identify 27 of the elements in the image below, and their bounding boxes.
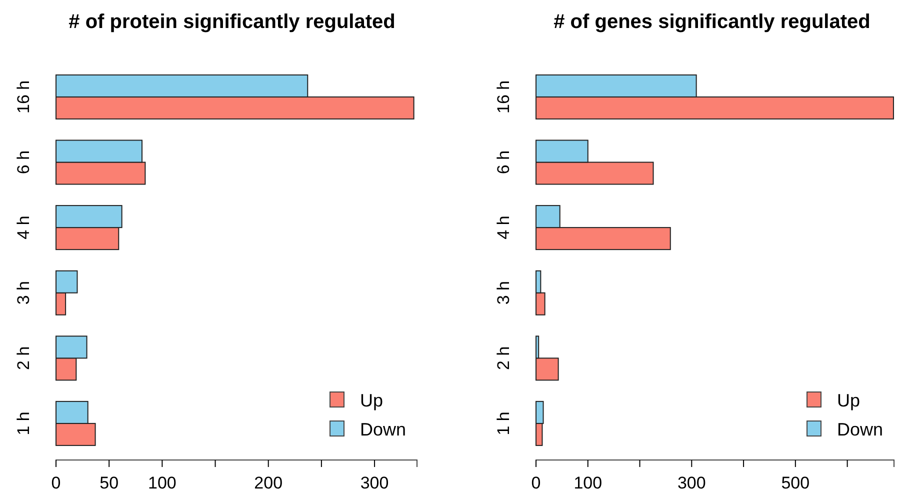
x-tick-label: 500: [781, 474, 810, 493]
y-tick-label: 2 h: [494, 346, 513, 370]
y-tick-label: 1 h: [494, 412, 513, 436]
legend-label: Down: [837, 419, 884, 440]
x-tick-label: 100: [574, 474, 602, 493]
y-tick-label: 6 h: [494, 150, 513, 174]
x-tick-label: 100: [148, 474, 176, 493]
y-tick-label: 6 h: [14, 150, 33, 174]
y-tick-label: 4 h: [494, 216, 513, 240]
y-tick-label: 3 h: [14, 281, 33, 305]
legend-label: Up: [360, 390, 384, 410]
x-tick-label: 0: [51, 474, 61, 493]
y-tick-label: 3 h: [494, 281, 513, 305]
legend-label: Down: [360, 419, 406, 440]
y-tick-label: 16 h: [494, 80, 513, 114]
y-tick-label: 4 h: [14, 216, 33, 240]
y-tick-label: 2 h: [14, 346, 33, 370]
legend-label: Up: [837, 390, 860, 410]
x-tick-label: 50: [100, 474, 119, 493]
y-tick-label: 1 h: [14, 412, 33, 436]
chart-title: # of protein significantly regulated: [68, 11, 396, 33]
x-tick-label: 300: [677, 474, 706, 493]
y-tick-label: 16 h: [14, 80, 33, 114]
x-tick-label: 300: [360, 474, 389, 493]
x-tick-label: 0: [531, 474, 541, 493]
x-tick-label: 200: [254, 474, 283, 493]
chart-title: # of genes significantly regulated: [554, 11, 870, 33]
